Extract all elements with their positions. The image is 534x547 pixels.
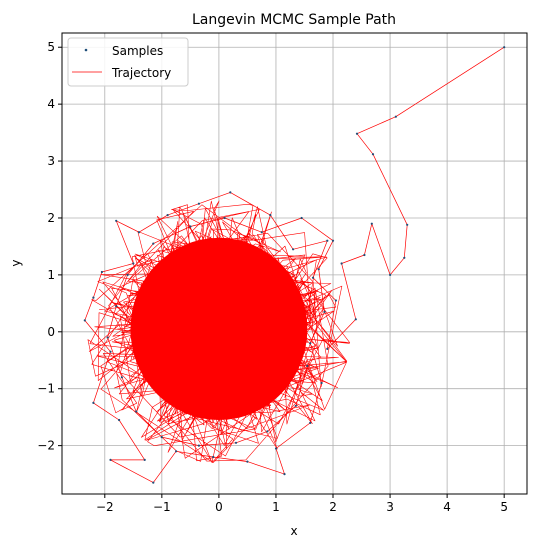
sample-point (189, 225, 192, 228)
legend-samples-label: Samples (112, 44, 163, 58)
sample-point (126, 273, 129, 276)
sample-point (266, 430, 269, 433)
sample-point (143, 458, 146, 461)
sample-point (309, 421, 312, 424)
x-tick-label: 2 (329, 500, 337, 514)
sample-point (294, 404, 297, 407)
sample-point (370, 222, 373, 225)
sample-point (83, 319, 86, 322)
y-tick-label: 0 (47, 325, 55, 339)
sample-point (269, 214, 272, 217)
chart-title: Langevin MCMC Sample Path (192, 12, 396, 28)
y-tick-label: −1 (37, 382, 55, 396)
sample-point (283, 473, 286, 476)
legend-samples-marker (84, 48, 88, 52)
y-axis-ticks: −2 −1 0 1 2 3 4 5 (37, 40, 62, 453)
y-tick-label: 2 (47, 211, 55, 225)
sample-point (160, 436, 163, 439)
y-tick-label: 4 (47, 97, 55, 111)
sample-point (135, 410, 138, 413)
sample-point (331, 239, 335, 242)
sample-point (363, 253, 366, 257)
sample-point (197, 444, 200, 447)
sample-point (166, 214, 169, 217)
sample-point (340, 262, 343, 265)
sample-point (274, 447, 278, 450)
sample-point (100, 270, 103, 274)
plot-area (83, 46, 506, 484)
x-tick-label: 1 (272, 500, 280, 514)
sample-point (223, 216, 226, 220)
sample-point (309, 342, 312, 345)
sample-point (326, 239, 329, 242)
sample-point (334, 299, 337, 302)
sample-point (320, 381, 323, 385)
sample-point (389, 273, 392, 276)
sample-point (229, 191, 232, 194)
sample-point (175, 450, 178, 453)
x-tick-label: −2 (96, 500, 114, 514)
sample-point (137, 231, 141, 234)
sample-point (394, 115, 397, 118)
sample-point (92, 296, 95, 299)
legend: Samples Trajectory (67, 37, 189, 87)
sample-point (354, 318, 357, 321)
x-axis-ticks: −2 −1 0 1 2 3 4 5 (96, 494, 508, 514)
sample-point (371, 153, 375, 156)
trajectory-cloud (87, 200, 350, 463)
sample-point (355, 132, 359, 135)
sample-point (120, 376, 123, 379)
sample-point (197, 202, 200, 205)
sample-point (152, 481, 155, 484)
sample-point (292, 248, 295, 251)
sample-point (152, 242, 155, 245)
y-axis-label: y (9, 259, 23, 266)
series-layer (83, 46, 506, 484)
sample-point (234, 441, 238, 444)
sample-point (323, 310, 326, 313)
sample-point (92, 401, 95, 404)
y-tick-label: 1 (47, 268, 55, 282)
y-tick-label: −2 (37, 439, 55, 453)
sample-point (403, 256, 406, 259)
sample-point (212, 455, 215, 459)
x-tick-label: 5 (500, 500, 508, 514)
sample-point (106, 336, 109, 339)
trajectory-filler-path (87, 200, 350, 463)
sample-point (260, 231, 263, 234)
sample-point (503, 46, 506, 49)
sample-point (326, 347, 329, 350)
sample-point (246, 460, 249, 463)
y-tick-label: 5 (47, 40, 55, 54)
legend-box (67, 37, 189, 87)
sample-point (132, 262, 135, 265)
sample-point (109, 458, 112, 461)
sample-point (118, 418, 121, 422)
sample-point (317, 268, 320, 271)
x-tick-label: 3 (386, 500, 394, 514)
y-tick-label: 3 (47, 154, 55, 168)
sample-point (300, 216, 303, 220)
sample-point (115, 305, 118, 308)
x-axis-label: x (290, 524, 297, 538)
legend-trajectory-label: Trajectory (111, 66, 171, 80)
sample-point (306, 364, 309, 367)
sample-point (311, 276, 315, 279)
x-tick-label: 4 (443, 500, 451, 514)
x-tick-label: 0 (215, 500, 223, 514)
plot-frame (61, 32, 528, 495)
sample-point (115, 219, 118, 222)
sample-point (109, 350, 112, 353)
x-tick-label: −1 (153, 500, 171, 514)
sample-point (406, 223, 409, 226)
